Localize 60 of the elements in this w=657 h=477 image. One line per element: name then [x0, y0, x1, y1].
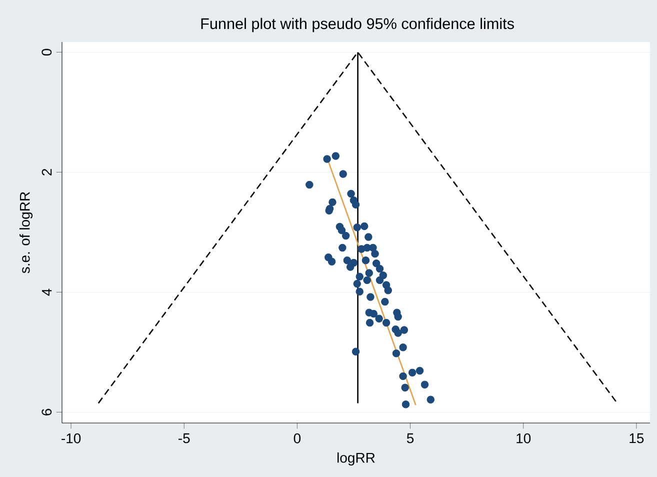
y-axis-title: s.e. of logRR	[19, 192, 33, 274]
point	[339, 170, 347, 178]
point	[375, 314, 383, 322]
point	[342, 232, 350, 240]
y-tick-label: 4	[42, 288, 52, 296]
point	[399, 344, 407, 352]
point	[338, 226, 346, 234]
point	[382, 318, 390, 327]
point	[306, 180, 314, 189]
point	[416, 366, 424, 375]
point	[399, 372, 407, 380]
point	[360, 222, 368, 230]
point	[381, 298, 389, 306]
point	[401, 384, 409, 392]
point	[366, 318, 374, 327]
point	[400, 326, 408, 334]
point	[356, 272, 364, 280]
y-tick-label: 2	[42, 169, 52, 176]
point	[376, 264, 384, 273]
point	[402, 400, 410, 408]
point	[372, 260, 380, 268]
point	[394, 312, 402, 321]
x-tick-label: -5	[178, 433, 190, 444]
point	[426, 396, 435, 404]
y-tick-label: 6	[42, 408, 52, 416]
chart-title: Funnel plot with pseudo 95% confidence limits	[201, 18, 514, 32]
point	[420, 380, 429, 388]
x-tick-label: 10	[516, 433, 531, 444]
x-tick-label: 5	[406, 433, 414, 444]
point	[323, 155, 331, 163]
point	[362, 256, 370, 264]
point	[370, 310, 378, 318]
point	[408, 368, 416, 376]
x-axis-title: logRR	[337, 452, 375, 466]
point	[376, 276, 384, 284]
point	[332, 152, 340, 160]
point	[363, 276, 371, 284]
point	[384, 286, 392, 294]
point	[328, 198, 336, 206]
y-tick-label: 0	[42, 48, 52, 56]
x-tick-label: 15	[630, 433, 644, 444]
point	[366, 293, 374, 301]
point	[338, 244, 346, 252]
point	[328, 258, 336, 266]
point	[371, 250, 379, 258]
x-tick-label: -10	[62, 433, 81, 444]
point	[394, 329, 402, 337]
point	[347, 190, 355, 198]
point	[346, 263, 354, 271]
point	[364, 233, 372, 241]
point	[353, 224, 361, 232]
point	[352, 348, 360, 356]
point	[343, 256, 352, 264]
point	[369, 244, 377, 252]
point	[353, 280, 361, 288]
point	[352, 200, 360, 208]
point	[392, 350, 400, 358]
x-tick-label: 0	[294, 433, 301, 444]
point	[365, 269, 373, 277]
point	[356, 288, 364, 296]
